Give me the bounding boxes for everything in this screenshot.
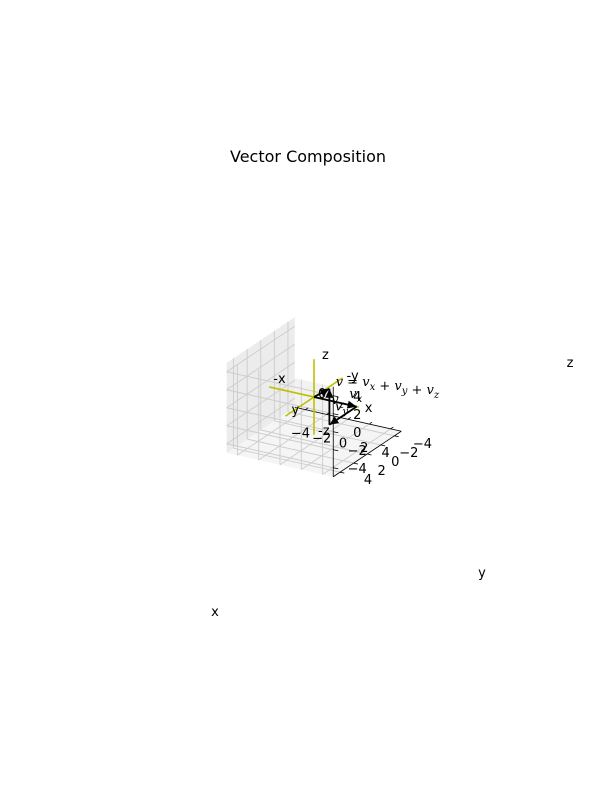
x-tick <box>390 426 394 430</box>
grid-line <box>226 343 296 391</box>
neg-x-end-label: -x <box>273 372 286 387</box>
neg-y-end-label: -y <box>347 369 359 384</box>
vector-arrowhead-2 <box>325 388 334 398</box>
grid-line <box>226 407 334 433</box>
vectors <box>313 388 358 426</box>
z-tick-label: 0 <box>353 426 361 441</box>
v-label: v = vx + vy + vz <box>336 375 440 401</box>
grid-line <box>260 429 368 455</box>
vz-label: vz <box>331 393 344 411</box>
z-tick <box>333 413 339 416</box>
vector-arrowhead-1 <box>329 416 340 425</box>
origin-label: 0 <box>318 387 326 402</box>
grid-lines <box>226 321 395 475</box>
y-tick <box>353 462 358 465</box>
y-axis-label: y <box>478 566 486 581</box>
grid-line <box>247 438 354 464</box>
z-tick <box>333 431 339 434</box>
y-end-label: y <box>291 403 299 418</box>
x-tick-label: −4 <box>291 427 310 442</box>
z-tick <box>333 467 339 470</box>
z-tick-label: −4 <box>348 462 367 477</box>
z-end-label: z <box>322 348 329 363</box>
z-tick <box>333 449 339 452</box>
y-tick <box>367 453 372 456</box>
z-tick-label: 2 <box>353 408 361 423</box>
x-tick <box>369 421 373 425</box>
grid-line <box>226 371 334 397</box>
y-tick-label: −2 <box>399 446 418 461</box>
x-tick <box>305 407 309 410</box>
x-axis-label: x <box>211 605 219 620</box>
grid-line <box>322 428 391 475</box>
grid-line <box>233 447 341 473</box>
vx-label: vx <box>349 387 362 405</box>
z-tick <box>333 395 339 398</box>
x-tick <box>347 417 351 420</box>
y-tick <box>394 435 399 438</box>
chart-title: Vector Composition <box>230 147 386 166</box>
y-tick-label: −4 <box>413 437 432 452</box>
z-tick-label: −2 <box>348 444 367 459</box>
neg-z-end-label: -z <box>318 424 330 439</box>
z-tick-label: 4 <box>353 390 361 405</box>
y-tick <box>339 471 345 474</box>
x-tick-label: 4 <box>381 446 389 461</box>
grid-line <box>226 389 334 415</box>
vector-arrowhead-3 <box>319 388 330 397</box>
z-axis-label: z <box>567 356 574 371</box>
y-tick <box>380 444 386 447</box>
grid-line <box>226 361 296 409</box>
x-tick-label: 2 <box>360 441 368 456</box>
x-tick-label: −2 <box>312 431 331 446</box>
x-end-label: x <box>365 401 373 416</box>
vector-arrowhead-0 <box>346 400 357 409</box>
grid-line <box>226 325 296 373</box>
x-tick-label: 0 <box>339 436 347 451</box>
y-tick-label: 2 <box>378 464 386 479</box>
grid-line <box>301 423 370 470</box>
y-tick-label: 0 <box>391 455 399 470</box>
vy-label: vy <box>335 400 348 418</box>
y-tick-label: 4 <box>364 473 372 488</box>
